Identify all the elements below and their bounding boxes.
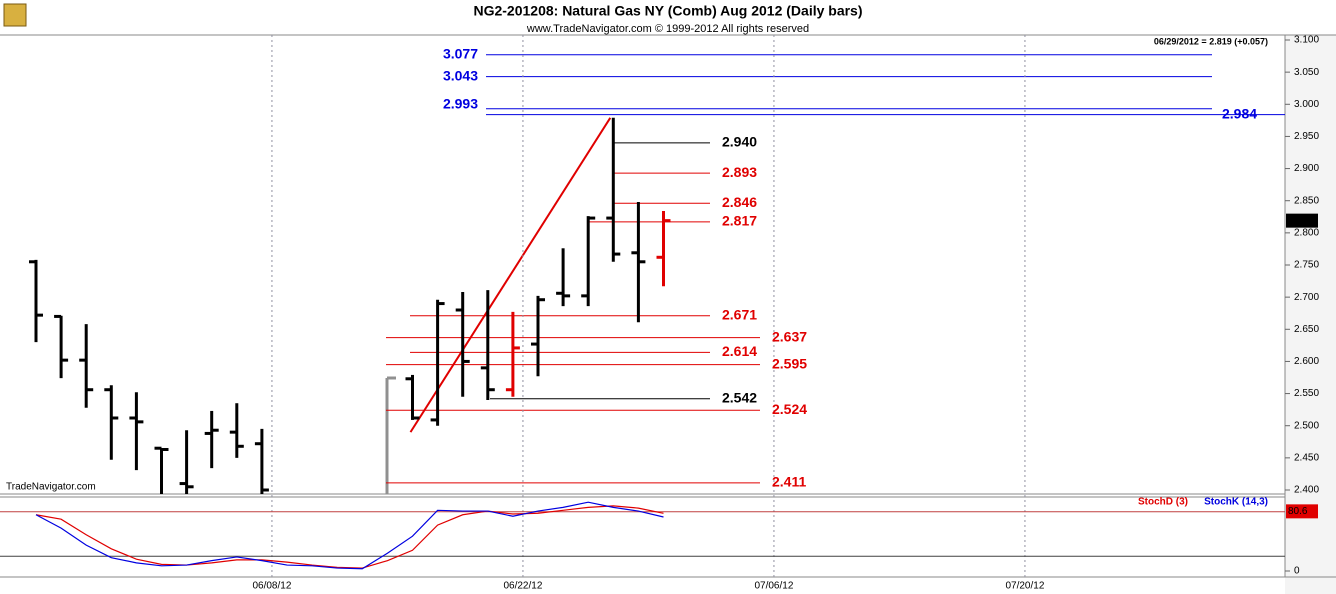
legend-entry: StochD (3) <box>1138 497 1188 508</box>
level-label: 2.984 <box>1222 105 1257 121</box>
level-label: 2.993 <box>443 95 478 111</box>
last-price-label: 2.819 <box>1288 215 1313 226</box>
level-label: 3.077 <box>443 45 478 61</box>
header-note: 06/29/2012 = 2.819 (+0.057) <box>1154 36 1268 46</box>
y-tick-label: 2.650 <box>1294 324 1319 335</box>
y-tick-label: 3.100 <box>1294 35 1319 46</box>
x-tick-label: 07/06/12 <box>754 581 793 592</box>
stoch-value-tag <box>1286 504 1318 519</box>
price-axis-bg <box>1285 35 1336 594</box>
trendline <box>409 117 612 433</box>
logo-icon <box>3 3 27 27</box>
level-label: 2.614 <box>722 343 757 359</box>
x-tick-label: 07/20/12 <box>1005 581 1044 592</box>
y-tick-label: 3.050 <box>1294 67 1319 78</box>
y-tick-label: 2.550 <box>1294 388 1319 399</box>
y-tick-label: 2.500 <box>1294 420 1319 431</box>
level-label: 2.524 <box>772 401 807 417</box>
level-label: 2.893 <box>722 164 757 180</box>
stoch-tick-label: 0 <box>1294 566 1300 577</box>
chart-subtitle: www.TradeNavigator.com © 1999-2012 All r… <box>526 23 809 35</box>
level-label: 2.846 <box>722 194 757 210</box>
legend-entry: StochK (14,3) <box>1204 497 1268 508</box>
price-panel <box>29 54 1285 494</box>
level-label: 3.043 <box>443 67 478 83</box>
level-label: 2.671 <box>722 306 757 322</box>
watermark: TradeNavigator.com <box>6 482 96 493</box>
x-tick-label: 06/08/12 <box>252 581 291 592</box>
y-tick-label: 2.450 <box>1294 452 1319 463</box>
stoch-line <box>35 501 664 570</box>
level-label: 2.817 <box>722 213 757 229</box>
y-tick-label: 2.900 <box>1294 163 1319 174</box>
y-tick-label: 2.600 <box>1294 356 1319 367</box>
y-tick-label: 2.850 <box>1294 195 1319 206</box>
last-price-tag <box>1286 213 1318 228</box>
y-tick-label: 3.000 <box>1294 99 1319 110</box>
level-label: 2.595 <box>772 355 807 371</box>
y-tick-label: 2.400 <box>1294 485 1319 496</box>
level-label: 2.411 <box>772 474 806 490</box>
y-tick-label: 2.750 <box>1294 260 1319 271</box>
y-tick-label: 2.700 <box>1294 292 1319 303</box>
y-tick-label: 2.800 <box>1294 227 1319 238</box>
chart-title: NG2-201208: Natural Gas NY (Comb) Aug 20… <box>473 3 862 19</box>
level-label: 2.940 <box>722 134 757 150</box>
y-tick-label: 2.950 <box>1294 131 1319 142</box>
x-tick-label: 06/22/12 <box>503 581 542 592</box>
stoch-line <box>35 505 664 569</box>
level-label: 2.542 <box>722 389 757 405</box>
level-label: 2.637 <box>772 328 807 344</box>
stoch-value-label: 80.6 <box>1288 506 1308 517</box>
